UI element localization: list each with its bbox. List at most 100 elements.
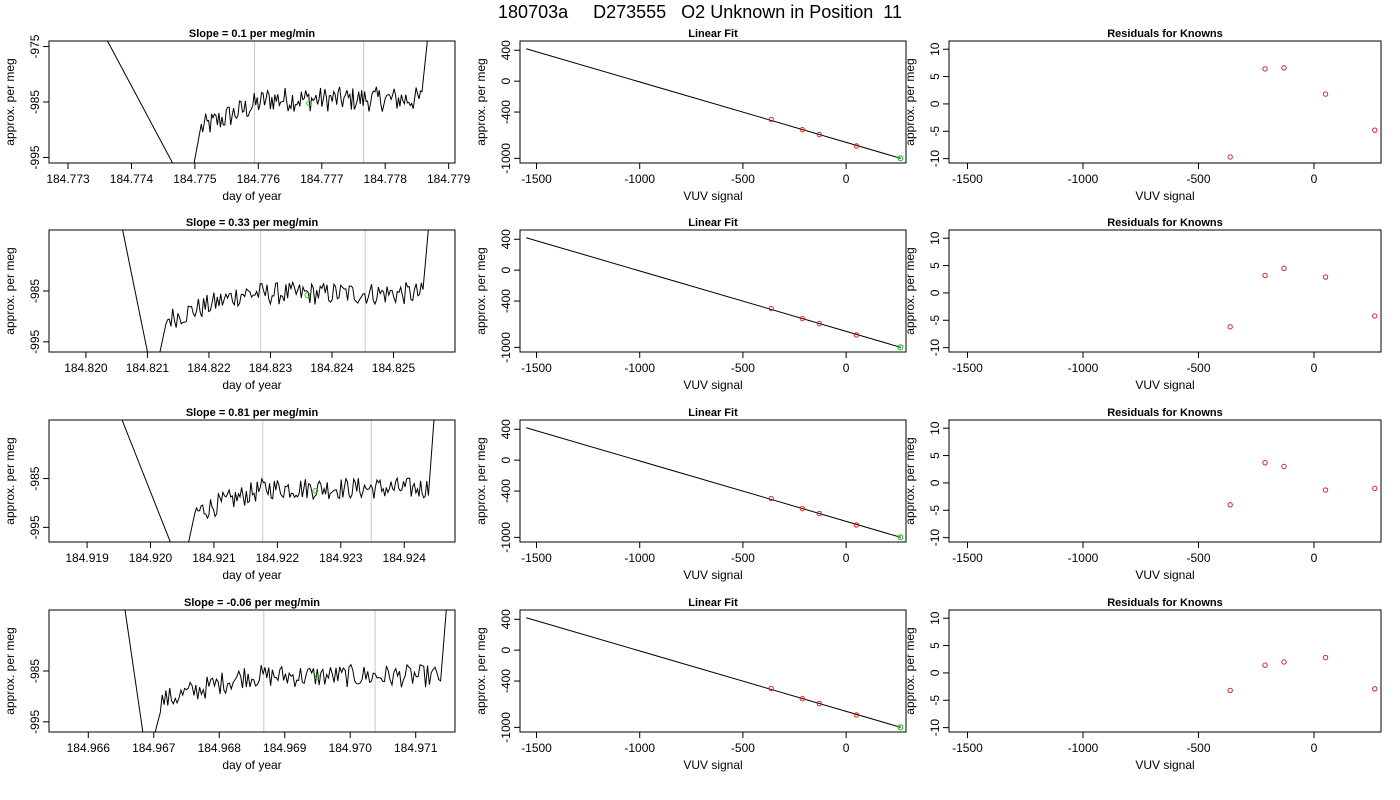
y-tick-label: 5: [928, 452, 942, 459]
x-tick-label: -1500: [521, 741, 552, 755]
fit-line: [526, 427, 901, 538]
y-axis-label: approx. per meg: [474, 247, 488, 334]
plot-frame: [519, 609, 907, 733]
y-tick-label: -10: [928, 529, 942, 547]
panel-title: Linear Fit: [688, 217, 738, 229]
x-tick-label: 184.822: [187, 361, 231, 375]
y-tick-label: 10: [928, 421, 942, 435]
panel-3-3: Residuals for Knowns -1500 -1000 -500 0 10 5 0 -…: [903, 407, 1382, 582]
x-tick-label: 184.966: [67, 741, 111, 755]
fit-line: [526, 48, 901, 159]
y-axis-label: approx. per meg: [903, 247, 917, 334]
residual-point: [1322, 91, 1329, 97]
data-layer: [1227, 265, 1378, 330]
x-tick-label: 184.774: [110, 172, 154, 186]
panel-title: Slope = 0.1 per meg/min: [189, 28, 316, 40]
y-axis-label: approx. per meg: [474, 437, 488, 524]
data-layer: [526, 237, 904, 351]
known-point: [816, 320, 823, 327]
panel-2-3: Residuals for Knowns -1500 -1000 -500 0 10 5 0 -…: [903, 217, 1382, 392]
plot-frame: [948, 40, 1382, 164]
x-axis-label: VUV signal: [1135, 378, 1194, 392]
plot-frame: [519, 229, 907, 353]
y-tick-label: -10: [928, 719, 942, 737]
x-tick-label: 184.823: [249, 361, 293, 375]
x-tick-label: -1500: [952, 551, 983, 565]
x-tick-label: 184.777: [300, 172, 344, 186]
residual-point: [1372, 313, 1378, 319]
x-tick-label: 184.967: [132, 741, 176, 755]
unknown-point: [897, 155, 904, 162]
residual-point: [1227, 154, 1233, 160]
residual-point: [1281, 65, 1287, 71]
fit-line: [526, 237, 901, 348]
y-tick-label: -995: [28, 330, 42, 354]
plot-frame: [948, 419, 1382, 543]
y-tick-label: -995: [28, 145, 42, 169]
x-tick-label: 184.922: [256, 551, 300, 565]
x-axis-label: day of year: [222, 378, 281, 392]
data-layer: [124, 610, 447, 732]
residual-point: [1281, 463, 1287, 470]
x-tick-label: 0: [1311, 741, 1318, 755]
residual-point: [1322, 487, 1329, 493]
x-tick-label: 0: [843, 741, 850, 755]
y-tick-label: -10: [928, 150, 942, 168]
residual-point: [1372, 686, 1378, 692]
panel-title: Slope = 0.81 per meg/min: [186, 407, 319, 419]
known-point: [768, 495, 774, 502]
y-axis-label: approx. per meg: [903, 58, 917, 145]
residual-point: [1227, 687, 1233, 694]
y-tick-label: 5: [928, 73, 942, 80]
x-tick-label: -500: [1186, 361, 1210, 375]
plot-frame: [48, 229, 456, 353]
known-point: [768, 305, 774, 312]
residual-point: [1372, 485, 1378, 492]
data-layer: [122, 230, 429, 352]
x-axis-label: VUV signal: [683, 758, 742, 772]
x-tick-label: 184.971: [394, 741, 438, 755]
y-tick-label: 0: [928, 479, 942, 486]
panel-title: Linear Fit: [688, 597, 738, 609]
x-tick-label: 184.969: [263, 741, 307, 755]
y-tick-label: 5: [928, 642, 942, 649]
panel-title: Residuals for Knowns: [1107, 217, 1223, 229]
y-tick-label: 400: [499, 419, 513, 439]
panel-title: Residuals for Knowns: [1107, 407, 1223, 419]
y-tick-label: -1000: [499, 522, 513, 553]
data-layer: [121, 420, 435, 542]
residual-point: [1262, 66, 1268, 72]
panel-title: Residuals for Knowns: [1107, 597, 1223, 609]
x-tick-label: 184.775: [173, 172, 217, 186]
y-tick-label: -400: [499, 479, 513, 503]
x-axis-label: day of year: [222, 189, 281, 203]
y-tick-label: 0: [928, 289, 942, 296]
x-tick-label: 0: [843, 361, 850, 375]
residual-point: [1227, 324, 1233, 330]
y-tick-label: -995: [28, 515, 42, 539]
known-point: [768, 685, 774, 692]
data-layer: [1227, 459, 1378, 508]
known-point: [799, 695, 806, 702]
x-tick-label: 184.825: [372, 361, 416, 375]
y-tick-label: -5: [928, 695, 942, 706]
panel-3-1: Slope = 0.81 per meg/min 184.919 184.920 18…: [3, 407, 456, 582]
x-tick-label: -1500: [952, 361, 983, 375]
x-tick-label: -1000: [624, 551, 655, 565]
x-tick-label: 0: [1311, 551, 1318, 565]
y-tick-label: 0: [499, 646, 513, 653]
y-tick-label: 400: [499, 609, 513, 629]
y-tick-label: -975: [28, 34, 42, 58]
y-tick-label: -400: [499, 100, 513, 124]
x-axis-label: VUV signal: [1135, 758, 1194, 772]
data-layer: [1227, 654, 1378, 694]
known-point: [816, 131, 823, 138]
data-layer: [1227, 65, 1378, 160]
y-axis-label: approx. per meg: [474, 627, 488, 714]
page-title: 180703a D273555 O2 Unknown in Position 1…: [498, 2, 902, 22]
x-tick-label: -1000: [1068, 361, 1099, 375]
y-tick-label: 0: [499, 456, 513, 463]
data-layer: [526, 48, 904, 162]
x-tick-label: 184.821: [126, 361, 170, 375]
x-tick-label: 0: [1311, 172, 1318, 186]
